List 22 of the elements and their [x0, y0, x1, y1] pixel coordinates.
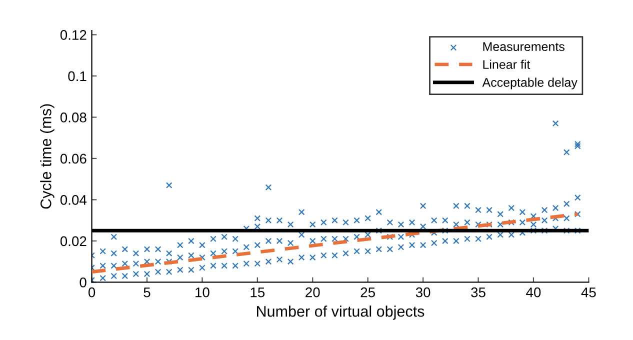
x-tick-label: 10: [196, 287, 210, 298]
y-tick-label: 0.04: [60, 195, 87, 205]
x-tick-label: 35: [471, 287, 486, 298]
x-axis-title: Number of virtual objects: [257, 306, 424, 320]
x-tick-label: 5: [144, 288, 150, 298]
y-tick-label: 0.06: [60, 154, 86, 164]
y-tick-label: 0: [80, 278, 86, 288]
x-tick-label: 20: [306, 287, 320, 298]
y-tick-label: 0.12: [60, 30, 86, 40]
x-tick-label: 30: [416, 287, 430, 298]
y-tick-label: 0.1: [68, 71, 86, 82]
x-tick-label: 0: [88, 287, 96, 298]
x-tick-label: 45: [581, 288, 596, 298]
y-tick-label: 0.02: [60, 236, 86, 246]
x-tick-label: 25: [360, 287, 375, 298]
y-axis-title: Cycle time (ms): [40, 104, 54, 209]
x-tick-label: 40: [526, 287, 541, 298]
legend-label: Acceptable delay: [482, 78, 578, 90]
x-tick-label: 15: [250, 288, 265, 298]
legend-label: Linear fit: [483, 60, 530, 69]
y-tick-label: 0.08: [60, 112, 86, 122]
legend-label: Measurements: [483, 42, 564, 52]
